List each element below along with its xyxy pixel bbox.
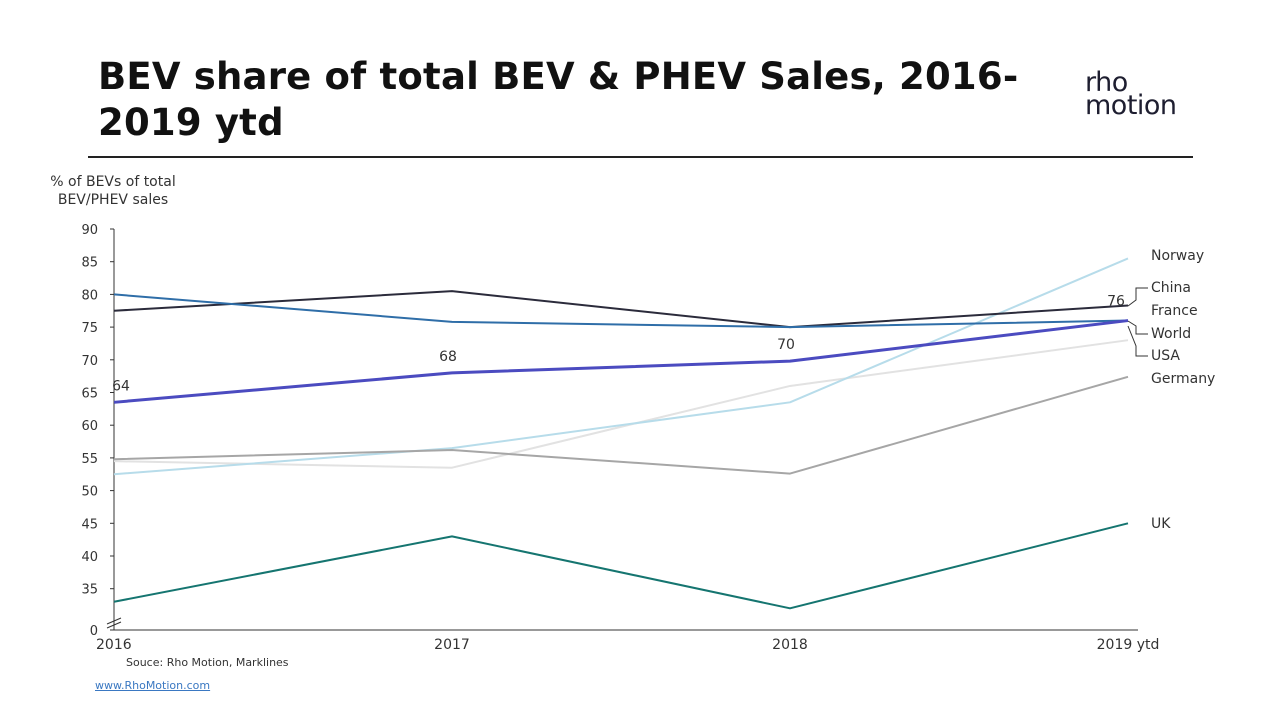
chart-title: BEV share of total BEV & PHEV Sales, 201… — [98, 55, 1019, 144]
series-label-uk: UK — [1151, 516, 1171, 532]
y-tick-label: 70 — [81, 354, 98, 369]
website-link[interactable]: www.RhoMotion.com — [95, 679, 211, 692]
logo-line-1: rho — [1085, 67, 1128, 98]
x-tick-label: 2017 — [434, 637, 470, 653]
series-label-france: France — [1151, 303, 1198, 319]
rho-motion-logo: rho motion — [1085, 67, 1195, 121]
leader-line-usa — [1127, 325, 1148, 357]
data-label-world: 64 — [112, 378, 130, 394]
series-label-china: China — [1151, 280, 1191, 296]
series-line-world — [113, 319, 1129, 404]
series-line-usa — [113, 339, 1129, 469]
y-tick-label: 80 — [81, 288, 98, 303]
data-label-world: 70 — [777, 337, 795, 353]
leader-line-world — [1127, 320, 1148, 335]
y-tick-label: 50 — [81, 485, 98, 500]
series-line-china — [113, 290, 1129, 329]
y-axis-label: % of BEVs of total BEV/PHEV sales — [50, 174, 176, 208]
series-line-germany — [113, 375, 1129, 475]
series-line-norway — [113, 257, 1129, 476]
y-tick-label: 65 — [81, 387, 98, 402]
leader-line-china — [1127, 287, 1148, 307]
x-tick-label: 2016 — [96, 637, 132, 653]
series-line-france — [113, 293, 1129, 329]
series-label-norway: Norway — [1151, 248, 1204, 264]
series-line-uk — [113, 522, 1129, 610]
y-tick-label: 90 — [81, 223, 98, 238]
data-label-world: 68 — [439, 349, 457, 365]
x-tick-label: 2019 ytd — [1097, 637, 1160, 653]
y-tick-label: 75 — [81, 321, 98, 336]
axis-break-mark — [106, 617, 122, 625]
series-label-germany: Germany — [1151, 371, 1215, 387]
series-label-usa: USA — [1151, 348, 1180, 364]
source-note: Souce: Rho Motion, Marklines — [126, 656, 289, 669]
data-label-world: 76 — [1107, 294, 1125, 310]
title-divider — [88, 156, 1193, 158]
y-tick-label: 85 — [81, 256, 98, 271]
x-tick-label: 2018 — [772, 637, 808, 653]
y-tick-label: 45 — [81, 517, 98, 532]
series-label-world: World — [1151, 326, 1191, 342]
y-tick-label: 40 — [81, 550, 98, 565]
y-tick-label: 55 — [81, 452, 98, 467]
y-tick-label: 60 — [81, 419, 98, 434]
axis-break-mark — [106, 621, 122, 629]
logo-line-2: motion — [1085, 90, 1177, 121]
y-tick-label: 0 — [90, 624, 98, 639]
y-tick-label: 35 — [81, 583, 98, 598]
